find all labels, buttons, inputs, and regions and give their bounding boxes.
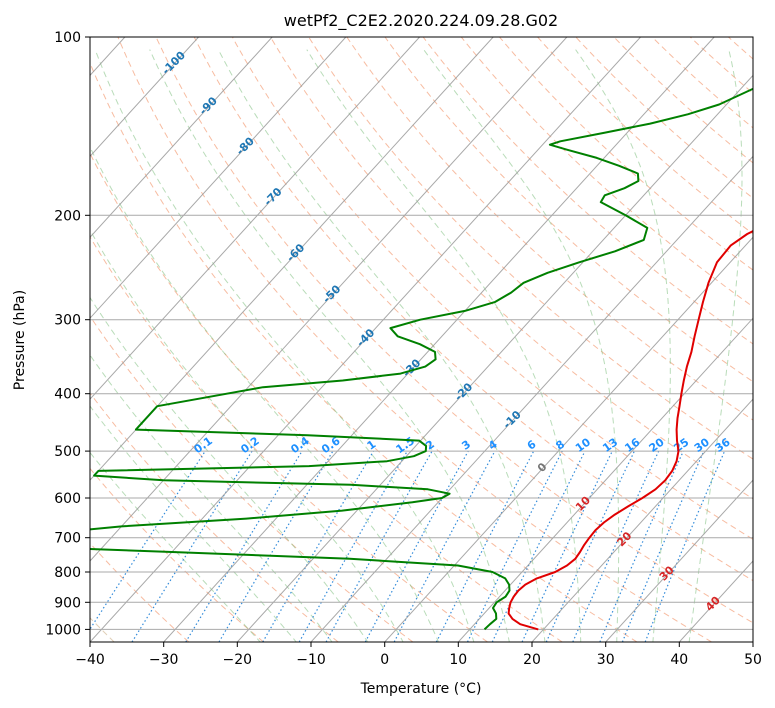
moist-adiabat: [90, 405, 297, 642]
dry-adiabat: [90, 61, 638, 642]
dry-adiabat: [90, 392, 339, 642]
mixing-ratio-line: [466, 450, 563, 642]
mixing-ratio-line: [90, 450, 206, 631]
isotherm-line: [163, 37, 715, 642]
x-tick-label: −40: [75, 652, 105, 668]
isotherm-line: [90, 37, 494, 481]
dry-adiabat: [117, 37, 712, 642]
isotherm-line: [90, 37, 199, 158]
mixing-ratio-line: [131, 450, 253, 642]
x-axis-title: Temperature (°C): [360, 681, 482, 697]
isotherm-line: [605, 479, 753, 642]
x-tick-label: −30: [149, 652, 179, 668]
dry-adiabat: [193, 37, 753, 582]
y-axis-ticks: 100 200 300 400 500 600 700 800 900 1000: [45, 30, 90, 638]
y-tick-label: 300: [54, 313, 81, 329]
dry-adiabat: [575, 37, 753, 199]
mixing-ratio-line: [599, 450, 684, 642]
x-tick-label: 20: [523, 652, 541, 668]
y-tick-label: 1000: [45, 622, 81, 638]
x-tick-label: 30: [597, 652, 615, 668]
x-tick-label: 10: [449, 652, 467, 668]
moist-adiabat: [306, 49, 582, 642]
isotherm-line: [310, 155, 753, 642]
isotherm-line: [90, 37, 273, 238]
moist-adiabat: [688, 49, 743, 642]
moist-adiabat: [575, 49, 671, 642]
moist-adiabat: [423, 49, 620, 642]
isotherm-line: [90, 37, 641, 642]
y-tick-label: 200: [54, 208, 81, 224]
y-tick-label: 600: [54, 491, 81, 507]
mixing-ratio-line: [298, 450, 408, 642]
mixing-ratio-line: [325, 450, 433, 642]
isotherm-line: [752, 641, 753, 642]
moist-adiabat: [217, 49, 546, 642]
moist-adiabat: [94, 49, 475, 642]
isotherm-line: [90, 37, 347, 319]
mixing-ratio-line: [621, 450, 705, 642]
y-axis-title: Pressure (hPa): [12, 290, 28, 390]
moist-adiabat: [90, 229, 404, 642]
y-tick-label: 700: [54, 531, 81, 547]
dry-adiabat: [346, 37, 753, 421]
background-lines: [90, 37, 753, 642]
x-tick-label: 40: [670, 652, 688, 668]
dewpoint-profile: [90, 87, 753, 631]
y-tick-label: 900: [54, 595, 81, 611]
isotherm-line: [236, 74, 753, 642]
isotherm-line: [90, 37, 568, 562]
dry-adiabat: [90, 315, 414, 642]
dry-adiabat: [231, 37, 753, 540]
mixing-ratio-line: [185, 450, 303, 642]
moist-adiabat: [90, 296, 369, 642]
y-tick-label: 500: [54, 444, 81, 460]
y-tick-label: 100: [54, 30, 81, 46]
x-axis-ticks: −40 −30 −20 −10 0 10 20 30 40 50: [75, 642, 762, 668]
mixing-ratio-line: [435, 450, 535, 642]
chart-title: wetPf2_C2E2.2020.224.09.28.G02: [284, 11, 558, 31]
isotherm-line: [457, 317, 753, 642]
dry-adiabat: [155, 37, 753, 624]
x-tick-label: −10: [296, 652, 326, 668]
dry-adiabat: [537, 37, 753, 235]
isotherm-line: [384, 236, 753, 642]
isotherm-line: [531, 398, 753, 642]
moist-adiabat: [90, 145, 440, 642]
x-tick-label: 50: [744, 652, 762, 668]
isotherm-line: [90, 37, 420, 400]
mixing-ratio-line: [364, 450, 469, 642]
plot-frame: [89, 36, 754, 643]
y-tick-label: 400: [54, 387, 81, 403]
x-tick-label: 0: [380, 652, 389, 668]
mixing-ratio-line: [572, 450, 660, 642]
sounding-series: [90, 87, 753, 631]
x-tick-label: −20: [223, 652, 253, 668]
temperature-profile: [507, 229, 753, 631]
y-tick-label: 800: [54, 565, 81, 581]
moist-adiabat: [90, 354, 333, 642]
dry-adiabat: [422, 37, 753, 345]
